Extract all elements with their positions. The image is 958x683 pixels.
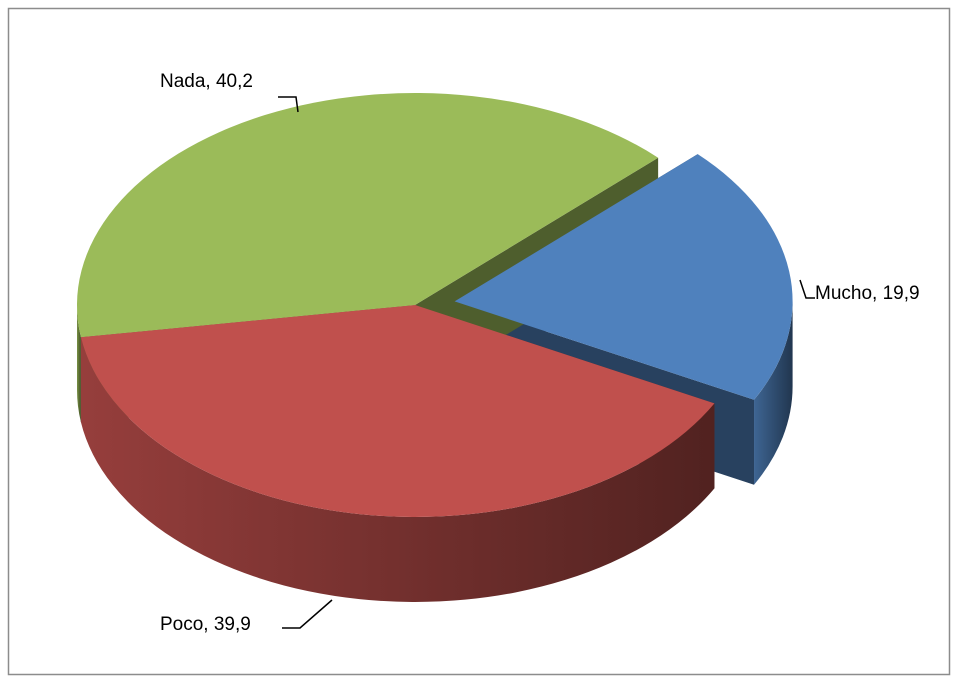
- pie: [77, 92, 793, 602]
- slice-side: [754, 301, 793, 485]
- slice: [80, 305, 715, 517]
- data-label: Nada, 40,2: [160, 71, 253, 92]
- leader-line: [799, 279, 815, 299]
- slice-side: [77, 305, 81, 423]
- data-label: Poco, 39,9: [160, 614, 251, 635]
- data-label: Mucho, 19,9: [815, 283, 920, 304]
- leader-line: [278, 96, 299, 113]
- slice: [454, 154, 793, 400]
- slice: [77, 92, 659, 338]
- slice-side: [80, 337, 715, 602]
- leader-line: [282, 599, 333, 629]
